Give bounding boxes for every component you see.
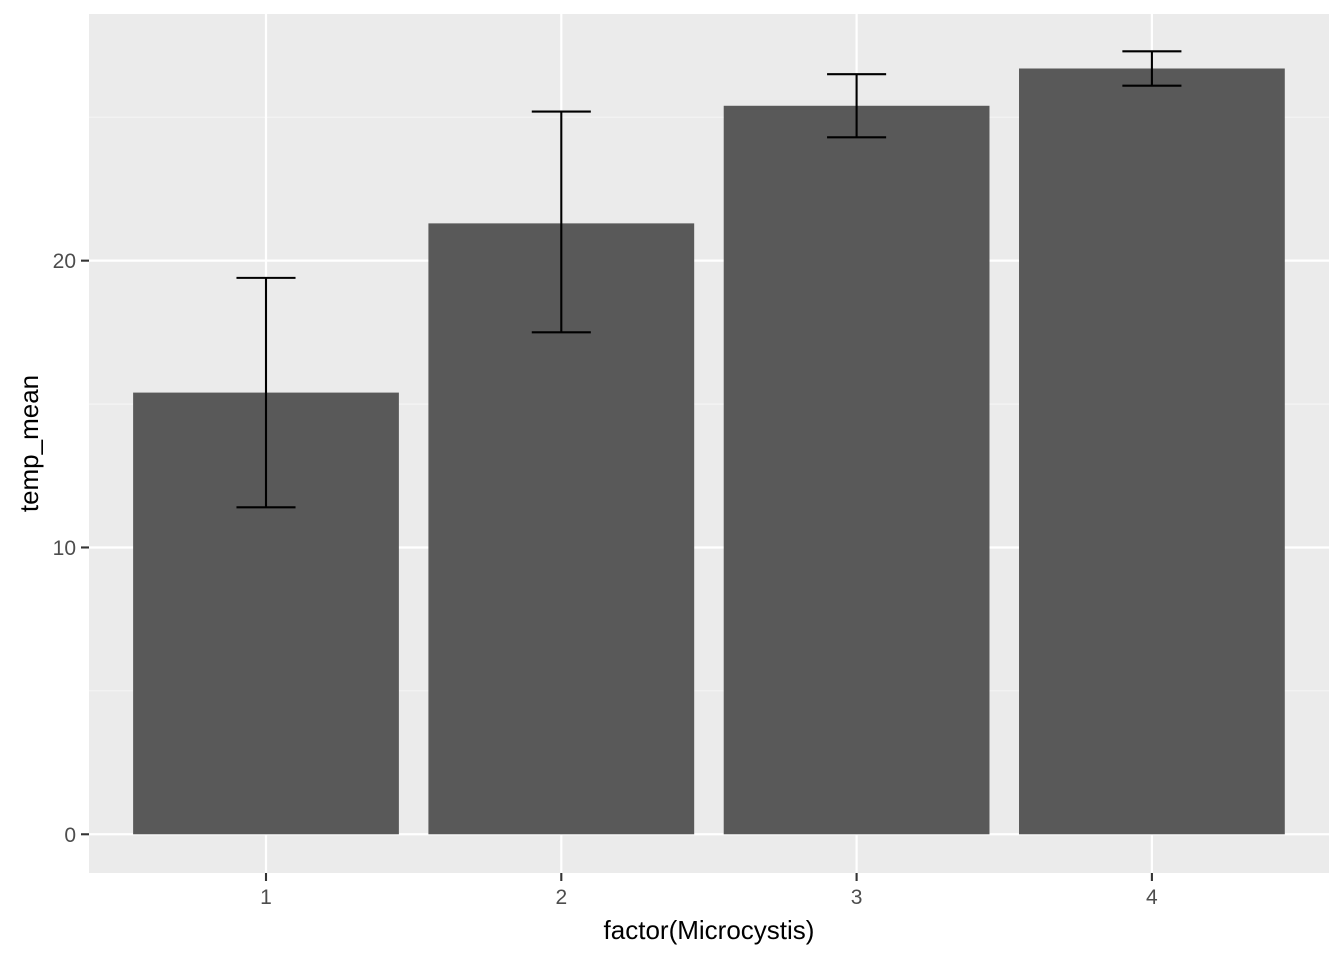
y-tick-label: 20 [53,250,76,273]
y-tick-label: 10 [53,537,76,560]
bar [723,105,990,835]
x-axis: 1 2 3 4 [260,873,1158,909]
y-axis: 0 10 20 [53,250,89,847]
x-tick-label: 1 [260,886,272,909]
error-bar [236,276,296,509]
x-tick-label: 4 [1146,886,1158,909]
error-bar [531,110,591,334]
bars [133,68,1285,835]
error-bar [827,73,887,139]
error-bars [236,50,1182,509]
bar [1019,68,1285,835]
error-bar [1122,50,1182,87]
x-axis-title: factor(Microcystis) [604,915,815,945]
x-tick-label: 3 [851,886,863,909]
y-tick-label: 0 [64,824,76,847]
y-axis-title: temp_mean [14,375,44,512]
x-tick-label: 2 [555,886,567,909]
